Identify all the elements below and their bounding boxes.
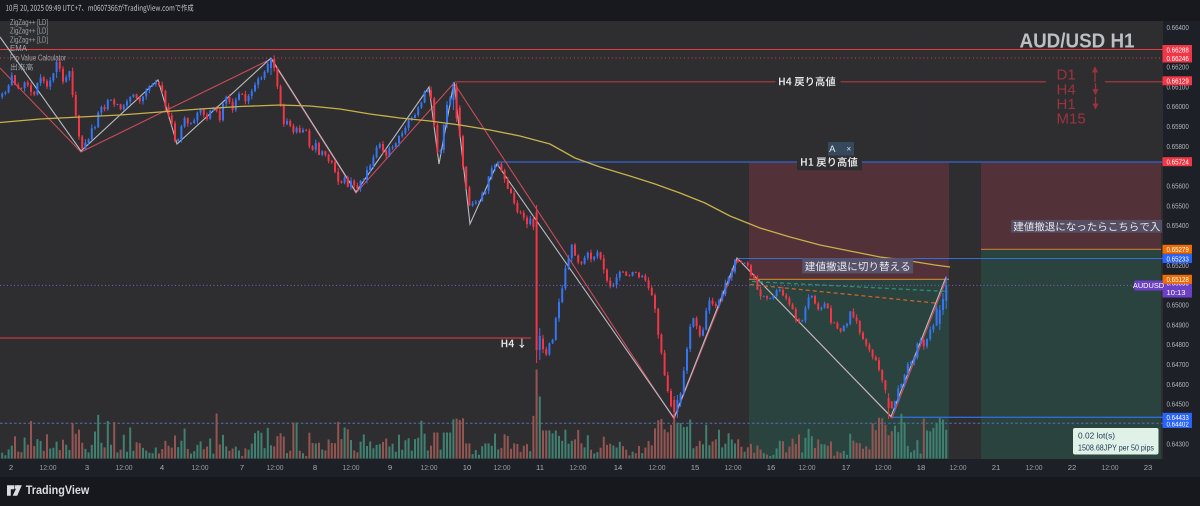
svg-text:H1: H1	[1057, 96, 1076, 113]
svg-text:12:00: 12:00	[950, 463, 967, 472]
svg-text:0.65600: 0.65600	[1167, 182, 1189, 191]
svg-text:Pip Value Calculator: Pip Value Calculator	[10, 53, 66, 62]
svg-text:12:00: 12:00	[725, 463, 742, 472]
svg-text:H4: H4	[1057, 82, 1076, 99]
svg-text:12:00: 12:00	[649, 463, 666, 472]
svg-text:0.65200: 0.65200	[1167, 261, 1189, 270]
svg-text:0.65724: 0.65724	[1167, 158, 1189, 167]
svg-text:M15: M15	[1057, 111, 1086, 128]
svg-text:ZigZag++ [LD]: ZigZag++ [LD]	[10, 27, 48, 36]
svg-text:15: 15	[691, 463, 700, 472]
svg-text:12:00: 12:00	[267, 463, 284, 472]
svg-text:1508.68JPY per 50 pips: 1508.68JPY per 50 pips	[1078, 444, 1154, 453]
svg-text:0.66000: 0.66000	[1167, 102, 1189, 111]
svg-text:3: 3	[85, 463, 89, 472]
svg-text:12:00: 12:00	[192, 463, 209, 472]
svg-text:12:00: 12:00	[1026, 463, 1043, 472]
svg-text:12:00: 12:00	[570, 463, 587, 472]
svg-text:12:00: 12:00	[875, 463, 892, 472]
svg-text:0.66288: 0.66288	[1167, 45, 1189, 54]
svg-text:10: 10	[463, 463, 472, 472]
svg-text:12:00: 12:00	[421, 463, 438, 472]
svg-text:21: 21	[992, 463, 1001, 472]
svg-text:16: 16	[767, 463, 776, 472]
svg-text:4: 4	[160, 463, 165, 472]
svg-text:12:00: 12:00	[799, 463, 816, 472]
svg-text:0.66129: 0.66129	[1167, 77, 1189, 86]
svg-text:0.65500: 0.65500	[1167, 201, 1189, 210]
svg-text:0.66200: 0.66200	[1167, 63, 1189, 72]
svg-text:18: 18	[917, 463, 926, 472]
svg-text:×: ×	[846, 144, 851, 153]
svg-text:22: 22	[1068, 463, 1077, 472]
svg-text:A: A	[829, 144, 836, 155]
svg-text:0.64300: 0.64300	[1167, 439, 1189, 448]
svg-text:0.65800: 0.65800	[1167, 142, 1189, 151]
svg-text:0.64402: 0.64402	[1167, 419, 1189, 428]
svg-text:0.02 lot(s): 0.02 lot(s)	[1078, 432, 1115, 441]
svg-text:0.66246: 0.66246	[1167, 54, 1189, 63]
svg-text:23: 23	[1144, 463, 1153, 472]
svg-text:0.64700: 0.64700	[1167, 360, 1189, 369]
svg-text:8: 8	[313, 463, 317, 472]
svg-text:2: 2	[9, 463, 13, 472]
svg-text:11: 11	[536, 463, 544, 472]
svg-text:0.65128: 0.65128	[1167, 275, 1189, 284]
svg-text:0.65279: 0.65279	[1167, 245, 1189, 254]
svg-text:0.64800: 0.64800	[1167, 340, 1189, 349]
svg-text:12:00: 12:00	[343, 463, 360, 472]
svg-text:0.66400: 0.66400	[1167, 23, 1189, 32]
svg-text:0.65900: 0.65900	[1167, 122, 1189, 131]
svg-text:12:00: 12:00	[494, 463, 511, 472]
svg-text:7: 7	[240, 463, 244, 472]
svg-text:0.64900: 0.64900	[1167, 320, 1189, 329]
svg-text:0.65000: 0.65000	[1167, 301, 1189, 310]
svg-text:0.65400: 0.65400	[1167, 221, 1189, 230]
svg-text:10:13: 10:13	[1167, 288, 1186, 297]
svg-text:14: 14	[614, 463, 623, 472]
svg-text:12:00: 12:00	[116, 463, 133, 472]
svg-text:AUD/USD H1: AUD/USD H1	[1020, 30, 1135, 53]
svg-text:12:00: 12:00	[1102, 463, 1119, 472]
svg-text:9: 9	[388, 463, 392, 472]
svg-text:EMA: EMA	[10, 44, 28, 53]
svg-text:0.66100: 0.66100	[1167, 82, 1189, 91]
svg-text:0.64600: 0.64600	[1167, 380, 1189, 389]
svg-text:TradingView: TradingView	[26, 483, 90, 497]
svg-text:12:00: 12:00	[40, 463, 57, 472]
svg-text:AUDUSD: AUDUSD	[1133, 281, 1164, 290]
svg-text:ZigZag++ [LD]: ZigZag++ [LD]	[10, 18, 48, 27]
svg-text:0.64433: 0.64433	[1167, 413, 1189, 422]
svg-text:D1: D1	[1057, 66, 1076, 83]
svg-text:0.65233: 0.65233	[1167, 254, 1189, 263]
svg-text:ZigZag++ [LD]: ZigZag++ [LD]	[10, 36, 48, 45]
svg-text:0.64500: 0.64500	[1167, 400, 1189, 409]
svg-text:17: 17	[842, 463, 851, 472]
